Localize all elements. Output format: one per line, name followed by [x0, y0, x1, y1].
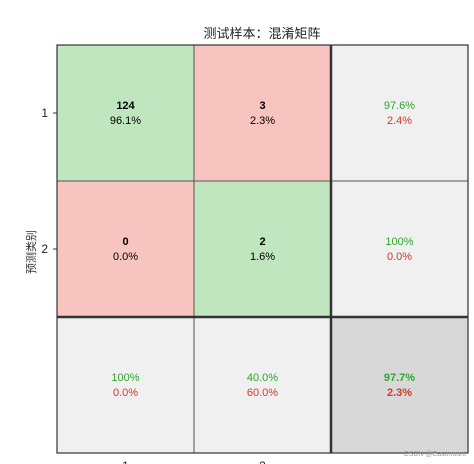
matrix-cell-r2-c2	[193, 180, 332, 318]
cell-percent-r2-c2: 1.6%	[250, 251, 275, 263]
axis-ticks: 1 2 1 2	[41, 106, 266, 464]
row-summary-wrong-2: 0.0%	[387, 251, 412, 263]
matrix-cell-r1-c2	[193, 44, 332, 182]
col-summary-correct-1: 100%	[111, 372, 139, 384]
col-summary-cell-2	[193, 316, 332, 454]
row-summary-cell-2	[330, 180, 469, 318]
overall-correct: 97.7%	[384, 372, 415, 384]
x-tick-label-1: 1	[122, 459, 129, 464]
row-summary-correct-2: 100%	[385, 236, 413, 248]
y-tick-label-2: 2	[41, 242, 48, 256]
matrix-cell-r1-c1	[56, 44, 195, 182]
row-summary-wrong-1: 2.4%	[387, 115, 412, 127]
row-summary-correct-1: 97.6%	[384, 100, 415, 112]
x-tick-label-2: 2	[259, 459, 266, 464]
matrix-cells: 124 96.1% 3 2.3% 0 0.0% 2 1.6% 97.6% 2.4% 100% 0.0%…	[56, 44, 469, 454]
overall-summary-cell	[330, 316, 469, 454]
cell-percent-r1-c2: 2.3%	[250, 115, 275, 127]
y-tick-label-1: 1	[41, 106, 48, 120]
col-summary-cell-1	[56, 316, 195, 454]
chart-title: 测试样本：混淆矩阵	[203, 27, 320, 42]
col-summary-wrong-1: 0.0%	[113, 387, 138, 399]
overall-wrong: 2.3%	[387, 387, 412, 399]
col-summary-correct-2: 40.0%	[247, 372, 278, 384]
y-axis-label: 预测类别	[24, 230, 38, 274]
watermark: CSDN @Eastmount	[404, 451, 466, 458]
cell-percent-r2-c1: 0.0%	[113, 251, 138, 263]
matrix-cell-r2-c1	[56, 180, 195, 318]
cell-count-r2-c1: 0	[122, 236, 128, 248]
cell-count-r1-c1: 124	[116, 100, 135, 112]
row-summary-cell-1	[330, 44, 469, 182]
cell-percent-r1-c1: 96.1%	[110, 115, 141, 127]
col-summary-wrong-2: 60.0%	[247, 387, 278, 399]
cell-count-r1-c2: 3	[259, 100, 265, 112]
cell-count-r2-c2: 2	[259, 236, 265, 248]
